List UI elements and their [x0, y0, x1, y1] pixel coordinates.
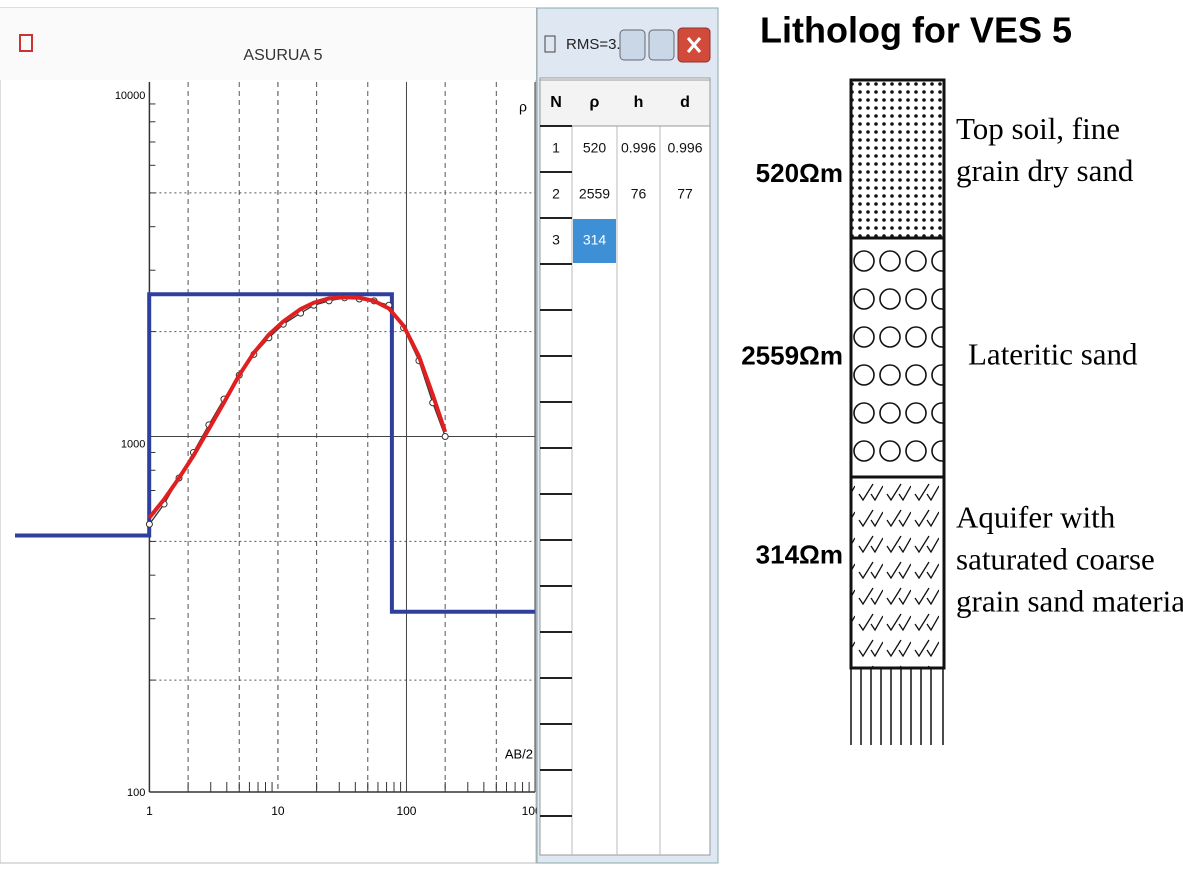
table-cell: 3: [552, 232, 560, 248]
layer-description: Aquifer with: [956, 500, 1116, 535]
table-cell: 314: [583, 232, 607, 248]
table-header: ρ: [590, 94, 600, 111]
x-tick-label: 10: [271, 804, 285, 818]
y-tick-label: 100: [127, 787, 145, 799]
table-header: N: [550, 94, 562, 111]
layer-description: grain dry sand: [956, 153, 1134, 188]
table-cell: 2: [552, 186, 560, 202]
window-titlebar: [0, 8, 536, 80]
page: ASURUA 5 1101001000100100010000AB/2ρ RMS…: [0, 0, 1183, 867]
layer-resistivity: 314Ωm: [756, 539, 843, 569]
table-header: h: [634, 94, 644, 111]
litholog-labels: 520Ωm Top soil, fine grain dry sand 2559Ωm L…: [741, 111, 1183, 619]
litholog-title: Litholog for VES 5: [760, 10, 1072, 51]
y-axis-label: ρ: [519, 99, 527, 115]
table-cell: 77: [677, 186, 693, 202]
layer-2: [851, 238, 944, 477]
layer-description: saturated coarse: [956, 542, 1155, 577]
layer-description: grain sand material: [956, 584, 1183, 619]
minimize-button[interactable]: [620, 30, 645, 60]
layer-description: Lateritic sand: [968, 337, 1138, 372]
table-cell: 1: [552, 140, 560, 156]
window: [0, 8, 536, 863]
y-tick-label: 1000: [121, 438, 145, 450]
table-cell: 0.996: [667, 140, 702, 156]
layer-1: [851, 80, 944, 238]
layer-resistivity: 520Ωm: [756, 158, 843, 188]
table-header: d: [680, 94, 690, 111]
table-window-title: RMS=3...: [566, 36, 629, 53]
layer-resistivity: 2559Ωm: [741, 340, 843, 370]
table-cell: 2559: [579, 186, 610, 202]
table-cell: 0.996: [621, 140, 656, 156]
x-tick-label: 1: [146, 804, 153, 818]
maximize-button[interactable]: [649, 30, 674, 60]
data-point: [442, 434, 448, 440]
y-tick-label: 10000: [115, 90, 146, 102]
layer-3: [851, 477, 944, 668]
layer-description: Top soil, fine: [956, 111, 1120, 146]
table-cell: 76: [631, 186, 647, 202]
data-point: [146, 521, 152, 527]
window-title: ASURUA 5: [243, 47, 322, 64]
x-tick-label: 100: [396, 804, 416, 818]
basement-hatch: [851, 668, 943, 745]
table-cell: 520: [583, 140, 607, 156]
x-axis-label: AB/2: [505, 746, 533, 761]
